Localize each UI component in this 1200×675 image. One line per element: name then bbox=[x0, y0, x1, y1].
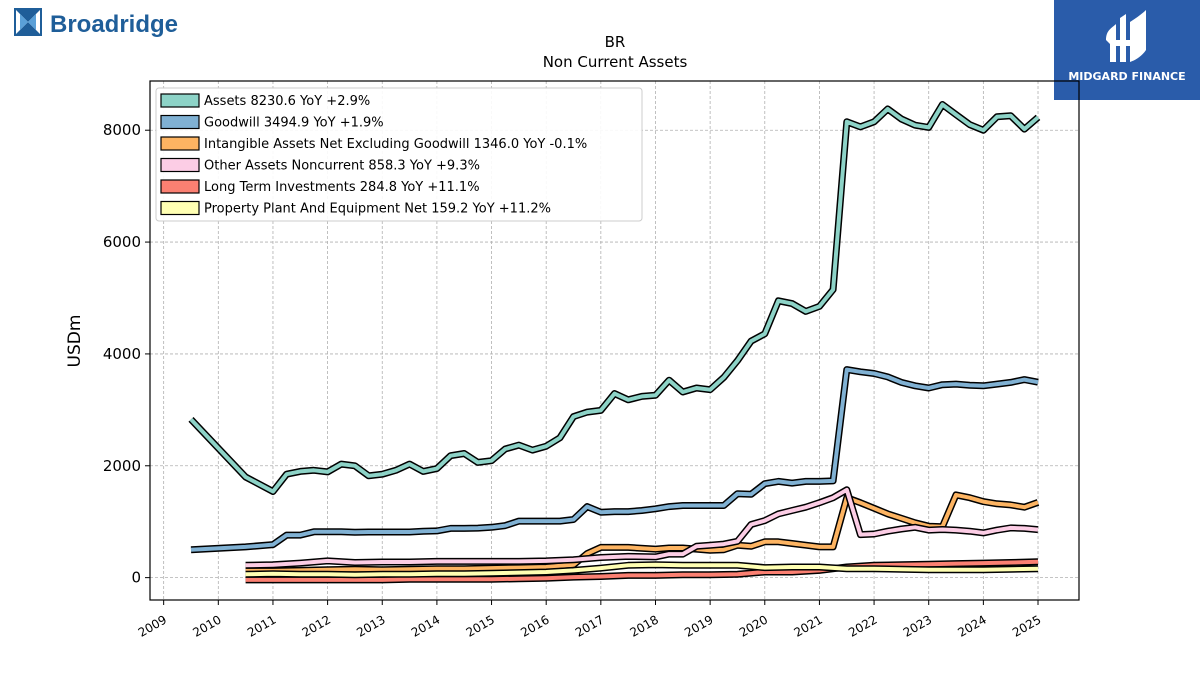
x-axis: 2009 2010 2011 2012 2013 2014 2015 2016 2017 2018… bbox=[136, 600, 1044, 640]
legend-entry: Assets 8230.6 YoY +2.9% bbox=[160, 93, 370, 109]
series-line bbox=[245, 559, 1039, 582]
y-tick-label: 6000 bbox=[103, 233, 141, 251]
series-4 bbox=[245, 486, 1039, 569]
chart-title: BR bbox=[605, 33, 626, 51]
midgard-logo-mark bbox=[1106, 10, 1146, 62]
x-tick-label: 2023 bbox=[901, 612, 934, 639]
x-tick-label: 2011 bbox=[245, 612, 278, 639]
y-tick-label: 2000 bbox=[103, 457, 141, 475]
legend-label: Property Plant And Equipment Net 159.2 Y… bbox=[204, 202, 551, 217]
x-tick-label: 2009 bbox=[136, 612, 169, 639]
x-tick-label: 2021 bbox=[791, 612, 824, 639]
x-tick-label: 2015 bbox=[464, 612, 497, 639]
legend-label: Intangible Assets Net Excluding Goodwill… bbox=[204, 137, 587, 152]
plot-frame bbox=[149, 80, 1080, 601]
x-tick-label: 2025 bbox=[1010, 612, 1043, 639]
x-tick-label: 2016 bbox=[518, 612, 551, 639]
series-1 bbox=[188, 101, 1041, 495]
broadridge-logo: Broadridge bbox=[12, 6, 192, 42]
legend-swatch bbox=[160, 93, 200, 108]
broadridge-logo-text: Broadridge bbox=[50, 11, 178, 38]
legend-box bbox=[155, 87, 643, 222]
x-tick-label: 2014 bbox=[409, 612, 442, 639]
legend-label: Long Term Investments 284.8 YoY +11.1% bbox=[204, 180, 480, 195]
y-tick-label: 4000 bbox=[103, 345, 141, 363]
chart-subtitle: Non Current Assets bbox=[543, 53, 688, 71]
x-tick-label: 2019 bbox=[682, 612, 715, 639]
series-line bbox=[189, 102, 1040, 494]
midgard-logo-text: MIDGARD FINANCE bbox=[1068, 70, 1185, 83]
legend-label: Goodwill 3494.9 YoY +1.9% bbox=[204, 116, 384, 131]
midgard-finance-logo: MIDGARD FINANCE bbox=[1054, 0, 1200, 100]
x-tick-label: 2013 bbox=[354, 612, 387, 639]
series-line bbox=[245, 487, 1039, 568]
legend: Assets 8230.6 YoY +2.9% Goodwill 3494.9 Y… bbox=[155, 87, 643, 222]
y-tick-label: 0 bbox=[131, 569, 141, 587]
series-layer bbox=[188, 101, 1041, 584]
legend-swatch bbox=[160, 157, 200, 173]
x-tick-label: 2017 bbox=[573, 612, 606, 639]
legend-swatch bbox=[160, 114, 200, 130]
legend-entry: Property Plant And Equipment Net 159.2 Y… bbox=[160, 200, 551, 217]
y-axis-label: USDm bbox=[65, 315, 85, 368]
legend-label: Other Assets Noncurrent 858.3 YoY +9.3% bbox=[204, 159, 480, 174]
series-line bbox=[245, 562, 1039, 577]
legend-swatch bbox=[160, 200, 200, 216]
y-tick-label: 8000 bbox=[103, 121, 141, 139]
x-tick-label: 2024 bbox=[955, 612, 988, 639]
series-line bbox=[190, 367, 1039, 552]
legend-entry: Other Assets Noncurrent 858.3 YoY +9.3% bbox=[160, 157, 480, 174]
series-6 bbox=[245, 561, 1039, 579]
legend-entry: Goodwill 3494.9 YoY +1.9% bbox=[160, 114, 384, 131]
series-5 bbox=[245, 558, 1039, 584]
broadridge-logo-mark bbox=[14, 8, 42, 36]
legend-entry: Intangible Assets Net Excluding Goodwill… bbox=[160, 136, 587, 152]
legend-label: Assets 8230.6 YoY +2.9% bbox=[204, 94, 370, 109]
x-tick-label: 2020 bbox=[737, 612, 770, 639]
x-tick-label: 2010 bbox=[190, 612, 223, 639]
x-tick-label: 2018 bbox=[628, 612, 661, 639]
legend-entry: Long Term Investments 284.8 YoY +11.1% bbox=[160, 179, 480, 195]
x-tick-label: 2022 bbox=[846, 612, 879, 639]
legend-swatch bbox=[160, 136, 200, 151]
x-tick-label: 2012 bbox=[300, 612, 333, 639]
legend-swatch bbox=[160, 179, 200, 194]
y-axis: 0 2000 4000 6000 8000 bbox=[103, 121, 150, 587]
series-2 bbox=[190, 366, 1039, 554]
